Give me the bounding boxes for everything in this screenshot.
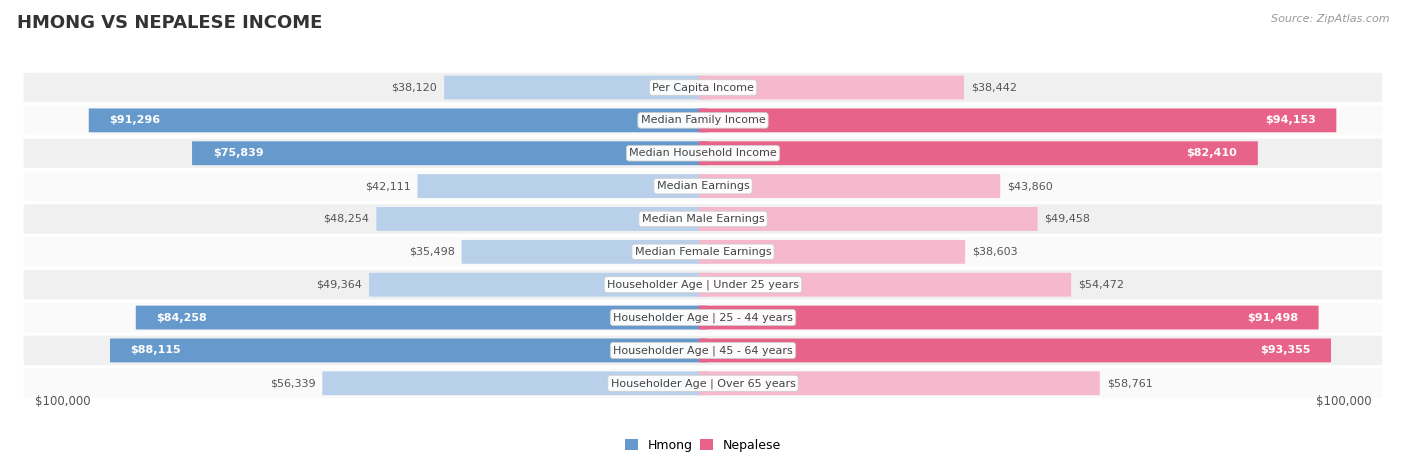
FancyBboxPatch shape xyxy=(461,240,707,264)
Text: Householder Age | 45 - 64 years: Householder Age | 45 - 64 years xyxy=(613,345,793,356)
FancyBboxPatch shape xyxy=(699,76,965,99)
Text: $38,120: $38,120 xyxy=(391,83,437,92)
FancyBboxPatch shape xyxy=(699,142,1258,165)
Text: $84,258: $84,258 xyxy=(156,312,207,323)
FancyBboxPatch shape xyxy=(377,207,707,231)
Text: $38,442: $38,442 xyxy=(972,83,1017,92)
FancyBboxPatch shape xyxy=(24,237,1382,267)
Text: $42,111: $42,111 xyxy=(364,181,411,191)
FancyBboxPatch shape xyxy=(322,371,707,395)
Text: Median Male Earnings: Median Male Earnings xyxy=(641,214,765,224)
FancyBboxPatch shape xyxy=(24,171,1382,201)
FancyBboxPatch shape xyxy=(418,174,707,198)
FancyBboxPatch shape xyxy=(699,207,1038,231)
Text: $48,254: $48,254 xyxy=(323,214,370,224)
FancyBboxPatch shape xyxy=(24,270,1382,299)
FancyBboxPatch shape xyxy=(699,305,1319,330)
FancyBboxPatch shape xyxy=(444,76,707,99)
FancyBboxPatch shape xyxy=(699,273,1071,297)
Text: $75,839: $75,839 xyxy=(212,148,263,158)
Text: $82,410: $82,410 xyxy=(1187,148,1237,158)
Text: Median Earnings: Median Earnings xyxy=(657,181,749,191)
FancyBboxPatch shape xyxy=(24,303,1382,333)
FancyBboxPatch shape xyxy=(699,108,1336,132)
FancyBboxPatch shape xyxy=(89,108,707,132)
Text: $49,458: $49,458 xyxy=(1045,214,1091,224)
Text: $88,115: $88,115 xyxy=(131,346,181,355)
FancyBboxPatch shape xyxy=(699,339,1331,362)
FancyBboxPatch shape xyxy=(699,174,1000,198)
Text: Median Family Income: Median Family Income xyxy=(641,115,765,125)
FancyBboxPatch shape xyxy=(699,371,1099,395)
Text: Per Capita Income: Per Capita Income xyxy=(652,83,754,92)
Text: $38,603: $38,603 xyxy=(972,247,1018,257)
Text: $100,000: $100,000 xyxy=(35,395,90,408)
FancyBboxPatch shape xyxy=(136,305,707,330)
FancyBboxPatch shape xyxy=(193,142,707,165)
Legend: Hmong, Nepalese: Hmong, Nepalese xyxy=(620,434,786,457)
Text: $100,000: $100,000 xyxy=(1316,395,1371,408)
Text: $91,296: $91,296 xyxy=(110,115,160,125)
Text: $93,355: $93,355 xyxy=(1260,346,1310,355)
FancyBboxPatch shape xyxy=(24,139,1382,168)
Text: Median Female Earnings: Median Female Earnings xyxy=(634,247,772,257)
Text: Source: ZipAtlas.com: Source: ZipAtlas.com xyxy=(1271,14,1389,24)
Text: $49,364: $49,364 xyxy=(316,280,363,290)
Text: HMONG VS NEPALESE INCOME: HMONG VS NEPALESE INCOME xyxy=(17,14,322,32)
Text: $43,860: $43,860 xyxy=(1007,181,1053,191)
FancyBboxPatch shape xyxy=(24,336,1382,365)
Text: $35,498: $35,498 xyxy=(409,247,454,257)
Text: Householder Age | 25 - 44 years: Householder Age | 25 - 44 years xyxy=(613,312,793,323)
Text: $58,761: $58,761 xyxy=(1107,378,1153,388)
Text: Median Household Income: Median Household Income xyxy=(628,148,778,158)
Text: $94,153: $94,153 xyxy=(1265,115,1316,125)
Text: $54,472: $54,472 xyxy=(1078,280,1123,290)
FancyBboxPatch shape xyxy=(24,106,1382,135)
FancyBboxPatch shape xyxy=(110,339,707,362)
FancyBboxPatch shape xyxy=(24,204,1382,234)
Text: $91,498: $91,498 xyxy=(1247,312,1298,323)
Text: Householder Age | Over 65 years: Householder Age | Over 65 years xyxy=(610,378,796,389)
Text: $56,339: $56,339 xyxy=(270,378,315,388)
FancyBboxPatch shape xyxy=(699,240,965,264)
Text: Householder Age | Under 25 years: Householder Age | Under 25 years xyxy=(607,279,799,290)
FancyBboxPatch shape xyxy=(368,273,707,297)
FancyBboxPatch shape xyxy=(24,73,1382,102)
FancyBboxPatch shape xyxy=(24,368,1382,398)
